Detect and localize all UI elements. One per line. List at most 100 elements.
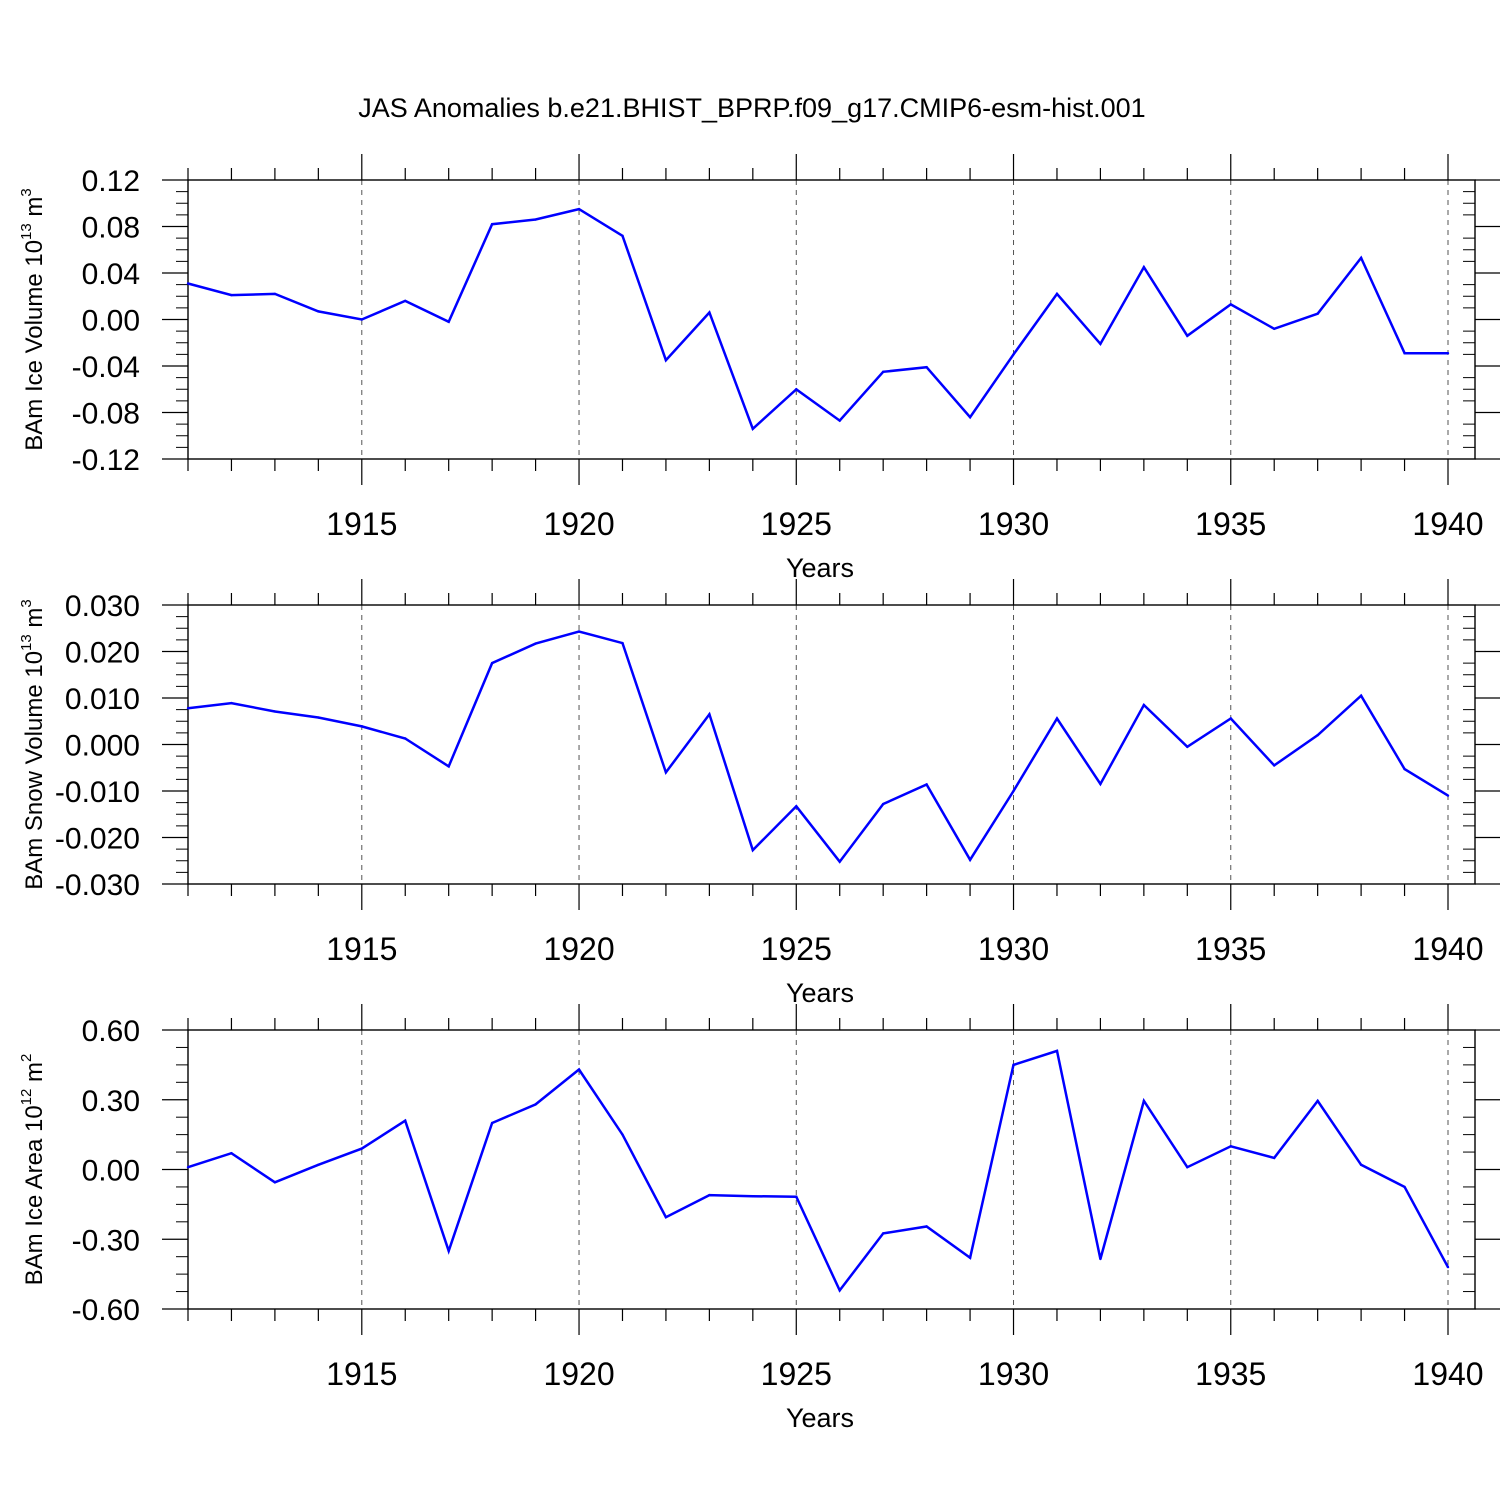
data-point xyxy=(186,282,190,285)
data-point xyxy=(1359,1163,1363,1167)
data-point xyxy=(1142,265,1146,269)
data-point xyxy=(838,419,841,422)
y-axis-label-exponent: 12 xyxy=(18,1089,35,1106)
y-axis-label-main: BAm Ice Area 10 xyxy=(21,1105,48,1285)
y-tick-label: 0.04 xyxy=(82,258,140,291)
data-point xyxy=(1446,1265,1450,1269)
y-axis-label-unit-exponent: 3 xyxy=(18,188,35,196)
data-point xyxy=(881,370,885,374)
x-tick-label: 1935 xyxy=(1195,931,1266,967)
data-point xyxy=(1012,353,1015,356)
data-point xyxy=(838,1289,841,1292)
x-tick-label: 1920 xyxy=(543,506,614,542)
y-axis-label-exponent: 13 xyxy=(18,223,35,240)
data-point xyxy=(186,1165,190,1169)
series-line xyxy=(187,1049,1450,1293)
data-point xyxy=(404,737,407,740)
data-point xyxy=(490,661,494,665)
data-point xyxy=(273,1181,277,1184)
panels: -0.12 -0.08 -0.04 0.00 0.04 0.08 0.12 1915 1920 1… xyxy=(18,154,1500,1433)
x-tick-label: 1925 xyxy=(761,1356,832,1392)
data-point xyxy=(1403,767,1406,771)
data-point xyxy=(751,427,755,430)
series-line xyxy=(187,207,1448,431)
data-point xyxy=(447,1249,450,1253)
data-point xyxy=(577,207,581,211)
y-axis-label: BAm Ice Volume 1013 m3 xyxy=(18,188,48,450)
data-point xyxy=(577,1068,581,1071)
y-tick-label: -0.010 xyxy=(55,776,140,809)
data-point xyxy=(1403,352,1406,355)
x-axis-label: Years xyxy=(786,553,854,583)
data-point xyxy=(1229,1145,1232,1148)
y-axis-label-main: BAm Ice Volume 10 xyxy=(21,240,48,451)
data-point xyxy=(1186,1165,1189,1169)
y-axis-label-unit: m xyxy=(21,197,48,224)
data-point xyxy=(1055,1049,1059,1053)
x-tick-label: 1940 xyxy=(1412,1356,1483,1392)
y-tick-label: 0.60 xyxy=(82,1015,140,1048)
y-axis-label-unit: m xyxy=(21,608,48,635)
y-tick-label: -0.12 xyxy=(72,444,140,477)
y-tick-label: 0.020 xyxy=(65,637,140,670)
data-point xyxy=(534,1103,537,1106)
data-point xyxy=(925,365,928,369)
data-point xyxy=(795,1195,798,1198)
y-tick-label: 0.000 xyxy=(65,730,140,763)
data-point xyxy=(621,1133,624,1136)
data-point xyxy=(1186,745,1189,749)
plot-frame xyxy=(187,179,1476,460)
data-point xyxy=(751,1195,755,1198)
plot-frame xyxy=(187,604,1476,885)
data-point xyxy=(534,218,537,221)
data-point xyxy=(708,713,711,716)
data-point xyxy=(1012,1063,1015,1067)
data-point xyxy=(490,222,494,226)
data-point xyxy=(1316,734,1319,737)
data-point xyxy=(230,1152,233,1155)
data-point xyxy=(1186,334,1189,337)
y-tick-label: 0.00 xyxy=(82,1155,140,1188)
x-tick-label: 1920 xyxy=(543,931,614,967)
data-point xyxy=(664,358,668,362)
x-tick-label: 1930 xyxy=(978,931,1049,967)
data-point xyxy=(1099,342,1102,346)
data-point xyxy=(1142,703,1146,707)
data-point xyxy=(751,848,755,852)
data-point xyxy=(1273,764,1276,767)
data-point xyxy=(1446,794,1450,797)
data-point xyxy=(490,1121,494,1125)
y-tick-label: 0.010 xyxy=(65,683,140,716)
data-point xyxy=(1359,256,1363,260)
data-point xyxy=(968,1256,972,1260)
data-point xyxy=(404,299,407,303)
y-axis-label-exponent: 13 xyxy=(18,634,35,651)
data-point xyxy=(404,1119,407,1122)
data-point xyxy=(1316,312,1319,315)
x-tick-label: 1930 xyxy=(978,1356,1049,1392)
data-point xyxy=(708,311,711,314)
data-point xyxy=(317,1163,320,1167)
data-point xyxy=(360,725,363,728)
y-axis-label: BAm Snow Volume 1013 m3 xyxy=(18,599,48,890)
x-tick-label: 1920 xyxy=(543,1356,614,1392)
data-point xyxy=(534,642,537,645)
x-tick-label: 1935 xyxy=(1195,1356,1266,1392)
data-point xyxy=(1099,782,1102,786)
series-line xyxy=(187,630,1449,864)
x-tick-label: 1915 xyxy=(326,931,397,967)
y-tick-label: -0.04 xyxy=(72,351,140,384)
y-tick-label: 0.08 xyxy=(82,212,140,245)
x-tick-label: 1925 xyxy=(761,931,832,967)
data-point xyxy=(1403,1185,1406,1189)
data-point xyxy=(838,860,841,863)
data-point xyxy=(360,318,363,321)
data-point xyxy=(447,320,450,324)
data-point xyxy=(968,858,972,862)
data-point xyxy=(317,310,320,313)
data-point xyxy=(186,707,190,710)
y-tick-label: 0.12 xyxy=(82,165,140,198)
data-point xyxy=(881,802,885,806)
panel-1: -0.12 -0.08 -0.04 0.00 0.04 0.08 0.12 1915 1920 1… xyxy=(18,154,1500,583)
